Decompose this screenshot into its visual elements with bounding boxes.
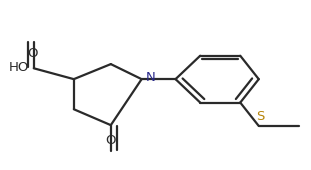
- Text: O: O: [27, 47, 37, 60]
- Text: N: N: [145, 71, 155, 84]
- Text: S: S: [256, 110, 264, 123]
- Text: O: O: [105, 134, 116, 147]
- Text: HO: HO: [9, 61, 29, 74]
